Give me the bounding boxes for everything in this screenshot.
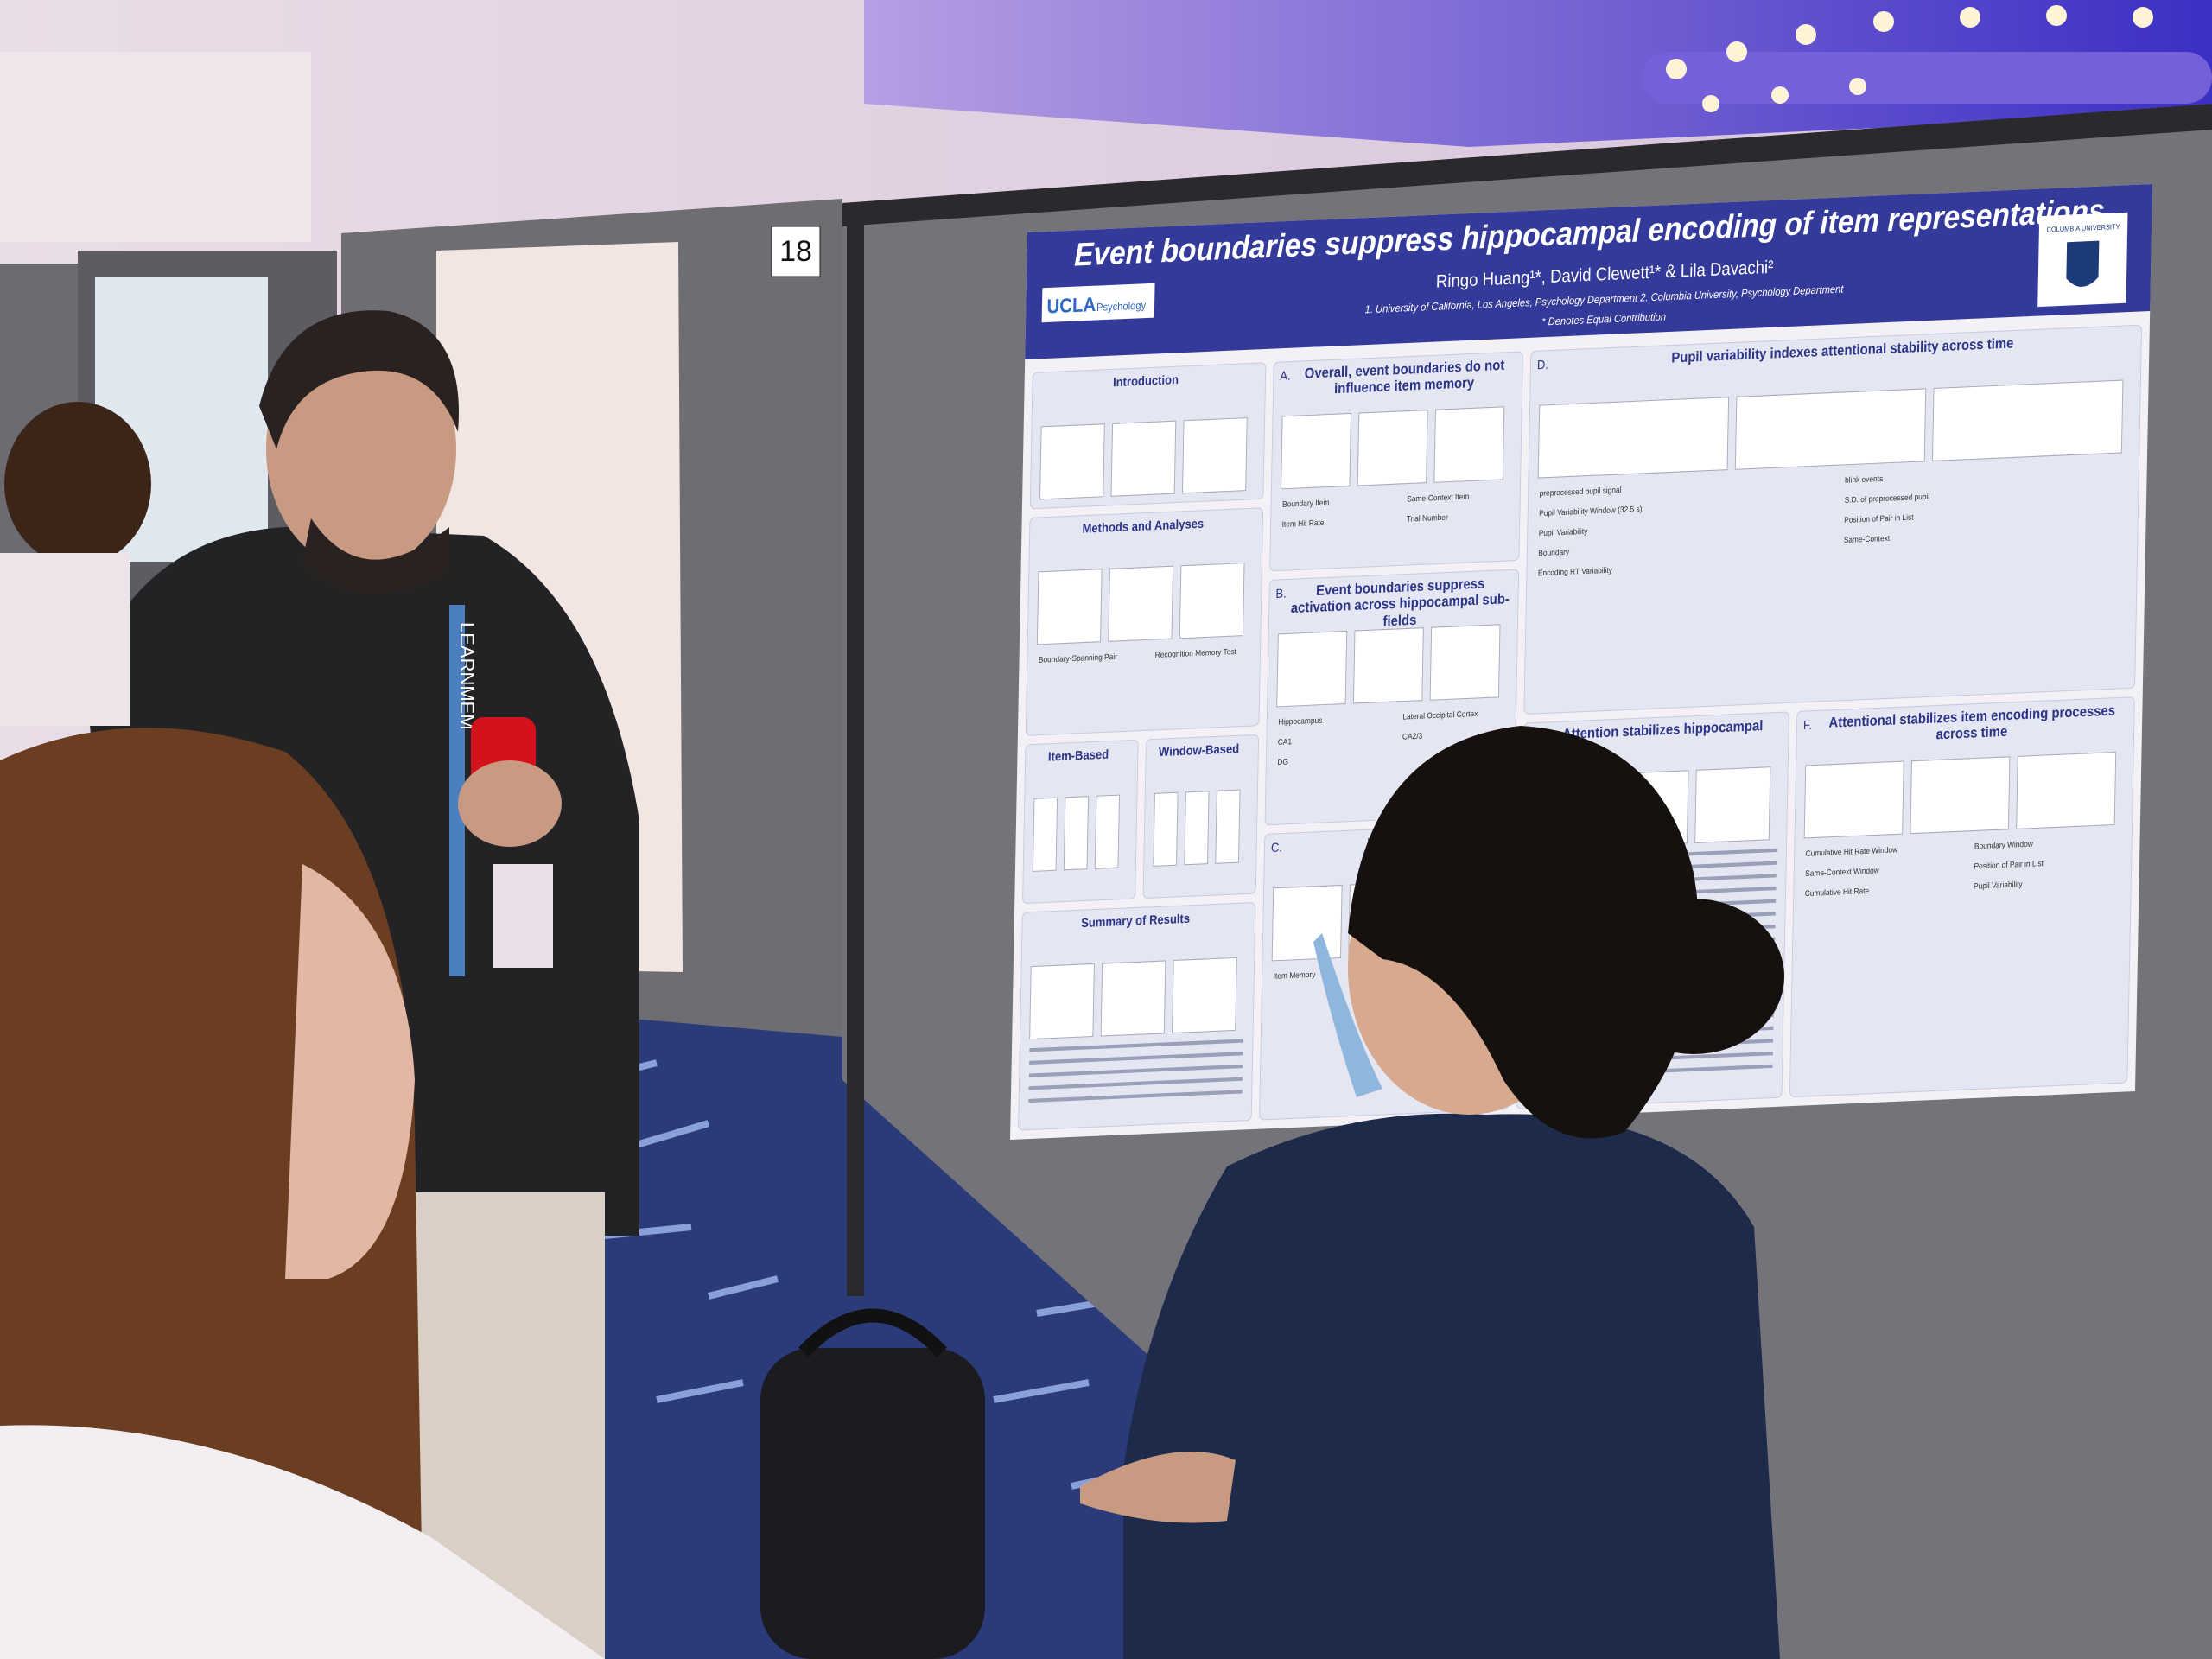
panel-label-text: Trial Number <box>1407 512 1448 524</box>
panel-label-text: Cumulative Hit Rate Window <box>1806 845 1898 858</box>
text-line <box>1028 1064 1243 1077</box>
plot-frame <box>1063 796 1090 871</box>
plot-frame <box>1179 563 1245 639</box>
panel-label-text: Position of Pair in List <box>1844 512 1914 524</box>
panel-label-text: Same-Context Item <box>1407 492 1469 504</box>
panel-label-text: Same-Context <box>1844 533 1891 544</box>
lanyard-text: LEARNMEM <box>456 622 478 730</box>
plot-frame <box>1357 410 1428 486</box>
panel-label-text: Encoding RT Variability <box>1538 565 1613 577</box>
text-line <box>1028 1077 1243 1090</box>
plot-frame <box>1215 789 1241 864</box>
panel-label-text: blink events <box>1845 474 1884 485</box>
panel-label-text: Boundary Window <box>1974 839 2034 851</box>
plot-frame <box>2016 751 2117 830</box>
plot-frame <box>1184 791 1210 866</box>
panel-label-text: CA1 <box>1278 737 1293 747</box>
plot-frame <box>1694 766 1771 843</box>
panel-label: B. <box>1275 586 1287 601</box>
panel-label-text: Boundary-Spanning Pair <box>1039 652 1117 664</box>
ucla-logo-box <box>1041 283 1155 323</box>
panel-label: F. <box>1803 717 1812 732</box>
plot-frame <box>1036 569 1103 645</box>
panel-label-text: Boundary <box>1538 547 1570 557</box>
panel-label-text: DG <box>1277 757 1288 766</box>
plot-frame <box>1032 797 1058 872</box>
panel-label-text: Same-Context Window <box>1805 866 1879 878</box>
panel-label: A. <box>1280 368 1291 383</box>
panel-label-text: CA2/3 <box>1402 731 1422 741</box>
board-number-card <box>771 226 821 277</box>
panel-label-text: preprocessed pupil signal <box>1540 485 1622 498</box>
panel-heading-box: Window-Based <box>1159 741 1240 760</box>
backpack <box>760 1308 985 1659</box>
plot-frame <box>1429 624 1501 701</box>
poster-header <box>1025 183 2153 359</box>
panel-heading-box: Item-Based <box>1048 747 1109 764</box>
plot-frame <box>1281 412 1351 490</box>
panel-label: D. <box>1537 357 1548 372</box>
panel-label-text: Pupil Variability <box>1974 880 2023 891</box>
plot-frame <box>1537 397 1730 479</box>
panel-label-text: Hippocampus <box>1278 715 1323 727</box>
plot-frame <box>1910 756 2011 835</box>
panel-heading-box: Overall, event boundaries do not influen… <box>1305 358 1505 397</box>
plot-frame <box>1153 791 1179 867</box>
panel-label: C. <box>1271 840 1282 855</box>
panel-label-text: Pupil Variability <box>1539 526 1588 537</box>
plot-frame <box>1932 379 2124 461</box>
panel-label-text: Lateral Occipital Cortex <box>1402 709 1478 721</box>
ucla-dept: Psychology <box>1096 299 1146 314</box>
text-line <box>1028 1090 1243 1103</box>
columbia-crest <box>2066 240 2100 287</box>
plot-frame <box>1039 423 1105 500</box>
board-number: 18 <box>779 235 812 268</box>
doorway <box>0 52 311 242</box>
panel-label-text: Position of Pair in List <box>1974 859 2044 871</box>
plot-frame <box>1276 630 1348 708</box>
chandelier <box>1642 5 2212 112</box>
woman-background <box>0 402 151 726</box>
plot-frame <box>1433 406 1505 483</box>
board-post <box>847 207 864 1296</box>
panel-label-text: S.D. of preprocessed pupil <box>1845 492 1930 505</box>
plot-frame <box>1110 420 1177 497</box>
panel-label-text: Item Memory <box>1274 969 1316 981</box>
woman-presenter <box>1080 726 1784 1659</box>
panel-label-text: Item Hit Rate <box>1282 518 1325 529</box>
plot-frame <box>1182 417 1248 494</box>
woman-foreground <box>0 728 605 1659</box>
panel-label-text: Recognition Memory Test <box>1155 646 1237 659</box>
panel-label-text: Pupil Variability Window (32.5 s) <box>1539 504 1643 518</box>
text-line <box>1029 1039 1243 1052</box>
plot-frame <box>1172 957 1237 1034</box>
panel-heading: Event boundaries suppress activation acr… <box>1290 575 1510 630</box>
plot-frame <box>1108 565 1174 642</box>
plot-frame <box>1352 627 1424 704</box>
columbia-logo: COLUMBIA UNIVERSITY <box>2046 223 2120 234</box>
poster-note: * Denotes Equal Contribution <box>1541 310 1666 328</box>
plot-frame <box>1100 960 1166 1037</box>
plot-frame <box>1029 963 1095 1040</box>
plot-frame <box>1094 794 1121 869</box>
ceiling <box>864 0 2212 147</box>
plot-frame <box>1271 884 1343 962</box>
ucla-logo: UCLA <box>1046 293 1096 318</box>
panel-heading-box: Event boundaries suppress activation acr… <box>1290 575 1510 630</box>
text-line <box>1029 1052 1243 1065</box>
plot-frame <box>1734 388 1927 470</box>
plot-frame <box>1803 760 1904 839</box>
panel-label-text: Boundary Item <box>1282 498 1330 509</box>
board-frame <box>842 104 2212 226</box>
panel-label-text: Cumulative Hit Rate <box>1805 886 1870 898</box>
